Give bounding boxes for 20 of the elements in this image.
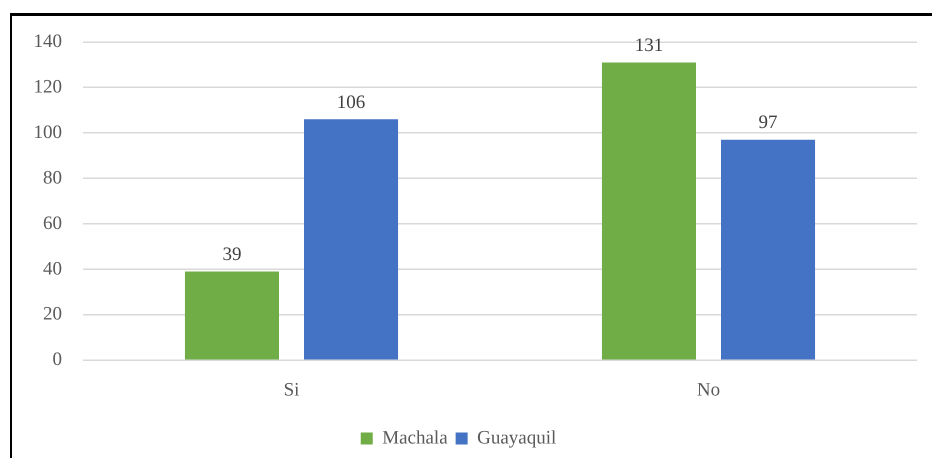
legend-label: Guayaquil	[477, 427, 556, 448]
data-label: 131	[634, 34, 664, 56]
y-tick-label: 120	[34, 76, 62, 98]
bar	[602, 62, 696, 360]
data-label: 39	[222, 244, 242, 266]
x-tick-label: No	[696, 380, 720, 401]
y-tick-label: 100	[34, 122, 62, 143]
data-label: 106	[336, 92, 366, 113]
data-label: 97	[758, 112, 778, 134]
bar	[184, 272, 279, 360]
bar	[721, 140, 816, 360]
y-tick-label: 0	[52, 349, 62, 370]
y-tick-label: 40	[43, 258, 62, 280]
y-tick-label: 140	[34, 30, 62, 52]
bar	[304, 119, 398, 360]
y-tick-label: 60	[43, 212, 62, 234]
y-tick-label: 80	[43, 167, 62, 188]
legend-label: Machala	[382, 427, 448, 448]
y-tick-label: 20	[43, 304, 62, 325]
x-tick-label: Si	[284, 380, 300, 401]
